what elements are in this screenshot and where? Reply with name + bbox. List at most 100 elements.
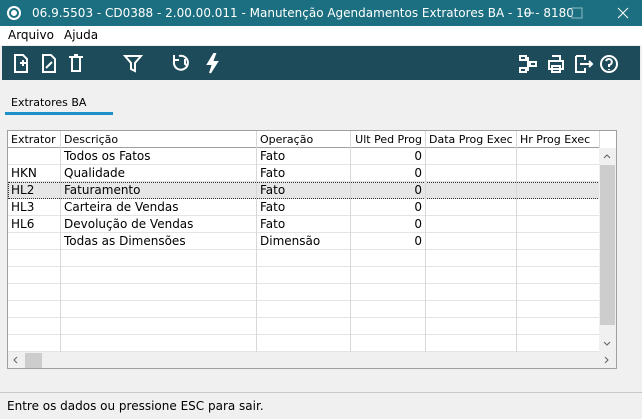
menu-bar: Arquivo Ajuda — [0, 26, 642, 45]
table-row[interactable]: Todos os Fatos Fato 0 — [8, 148, 600, 165]
cell — [8, 148, 61, 165]
cell: Fato — [257, 216, 351, 233]
column-header[interactable]: Operação — [257, 131, 351, 148]
cell: HKN — [8, 165, 61, 182]
cell — [8, 250, 61, 267]
cell — [426, 335, 517, 352]
cell — [61, 284, 257, 301]
cell — [517, 216, 600, 233]
cell — [517, 182, 600, 199]
cell — [351, 284, 426, 301]
cell: Fato — [257, 148, 351, 165]
cell — [257, 301, 351, 318]
cell — [8, 301, 61, 318]
empty-row — [8, 318, 600, 335]
header-row: Extrator Descrição Operação Ult Ped Prog Dat… — [8, 131, 600, 148]
menu-item[interactable]: Ajuda — [64, 28, 99, 42]
cell: Fato — [257, 165, 351, 182]
cell — [426, 301, 517, 318]
toolbar-icons[interactable] — [2, 46, 640, 80]
horizontal-scrollbar[interactable] — [8, 352, 616, 368]
cell: Todos os Fatos — [61, 148, 257, 165]
cell: HL3 — [8, 199, 61, 216]
empty-row — [8, 250, 600, 267]
cell — [517, 233, 600, 250]
cell — [517, 199, 600, 216]
cell — [517, 335, 600, 352]
cell — [351, 335, 426, 352]
cell: 0 — [351, 165, 426, 182]
column-header[interactable]: Extrator — [8, 131, 61, 148]
tab-label: Extratores BA — [11, 96, 87, 109]
tab[interactable]: Extratores BA — [5, 93, 113, 115]
cell — [426, 267, 517, 284]
cell — [8, 335, 61, 352]
cell — [426, 216, 517, 233]
menu-item[interactable]: Arquivo — [8, 28, 54, 42]
cell — [426, 284, 517, 301]
column-header[interactable]: Hr Prog Exec — [517, 131, 600, 148]
cell — [351, 318, 426, 335]
cell — [426, 182, 517, 199]
table-row[interactable]: HL6 Devolução de Vendas Fato 0 — [8, 216, 600, 233]
data-grid: Extrator Descrição Operação Ult Ped Prog Dat… — [7, 130, 617, 369]
status-text: Entre os dados ou pressione ESC para sai… — [7, 399, 264, 413]
cell — [517, 301, 600, 318]
cell — [61, 335, 257, 352]
cell: Dimensão — [257, 233, 351, 250]
column-header[interactable]: Data Prog Exec — [426, 131, 517, 148]
cell — [426, 148, 517, 165]
cell — [517, 318, 600, 335]
cell — [61, 301, 257, 318]
table-row[interactable]: HL3 Carteira de Vendas Fato 0 — [8, 199, 600, 216]
cell: 0 — [351, 182, 426, 199]
cell — [517, 267, 600, 284]
toolbar — [2, 46, 640, 80]
cell: Carteira de Vendas — [61, 199, 257, 216]
cell — [257, 250, 351, 267]
table-row[interactable]: Todas as Dimensões Dimensão 0 — [8, 233, 600, 250]
column-header[interactable]: Descrição — [61, 131, 257, 148]
cell: Devolução de Vendas — [61, 216, 257, 233]
cell: Faturamento — [61, 182, 257, 199]
cell — [517, 284, 600, 301]
cell — [426, 165, 517, 182]
empty-row — [8, 267, 600, 284]
cell — [8, 284, 61, 301]
table-row[interactable]: HL2 Faturamento Fato 0 — [8, 182, 600, 199]
cell — [257, 318, 351, 335]
empty-row — [8, 335, 600, 352]
cell — [517, 165, 600, 182]
cell — [351, 250, 426, 267]
cell: Fato — [257, 199, 351, 216]
cell: HL6 — [8, 216, 61, 233]
cell — [8, 318, 61, 335]
cell — [8, 267, 61, 284]
app-icon — [7, 6, 21, 20]
cell: 0 — [351, 148, 426, 165]
empty-row — [8, 284, 600, 301]
cell: HL2 — [8, 182, 61, 199]
cell — [61, 250, 257, 267]
cell — [257, 335, 351, 352]
cell — [8, 233, 61, 250]
cell — [351, 301, 426, 318]
cell: 0 — [351, 233, 426, 250]
vertical-scrollbar[interactable] — [599, 148, 616, 352]
window-controls[interactable] — [510, 0, 642, 26]
status-bar: Entre os dados ou pressione ESC para sai… — [0, 392, 642, 419]
cell: 0 — [351, 216, 426, 233]
cell — [517, 250, 600, 267]
cell: Fato — [257, 182, 351, 199]
cell: 0 — [351, 199, 426, 216]
table-row[interactable]: HKN Qualidade Fato 0 — [8, 165, 600, 182]
cell — [61, 267, 257, 284]
empty-row — [8, 301, 600, 318]
cell — [257, 284, 351, 301]
cell: Qualidade — [61, 165, 257, 182]
column-header[interactable]: Ult Ped Prog — [351, 131, 426, 148]
cell — [426, 318, 517, 335]
cell — [426, 250, 517, 267]
window-title: 06.9.5503 - CD0388 - 2.00.00.011 - Manut… — [32, 6, 574, 20]
